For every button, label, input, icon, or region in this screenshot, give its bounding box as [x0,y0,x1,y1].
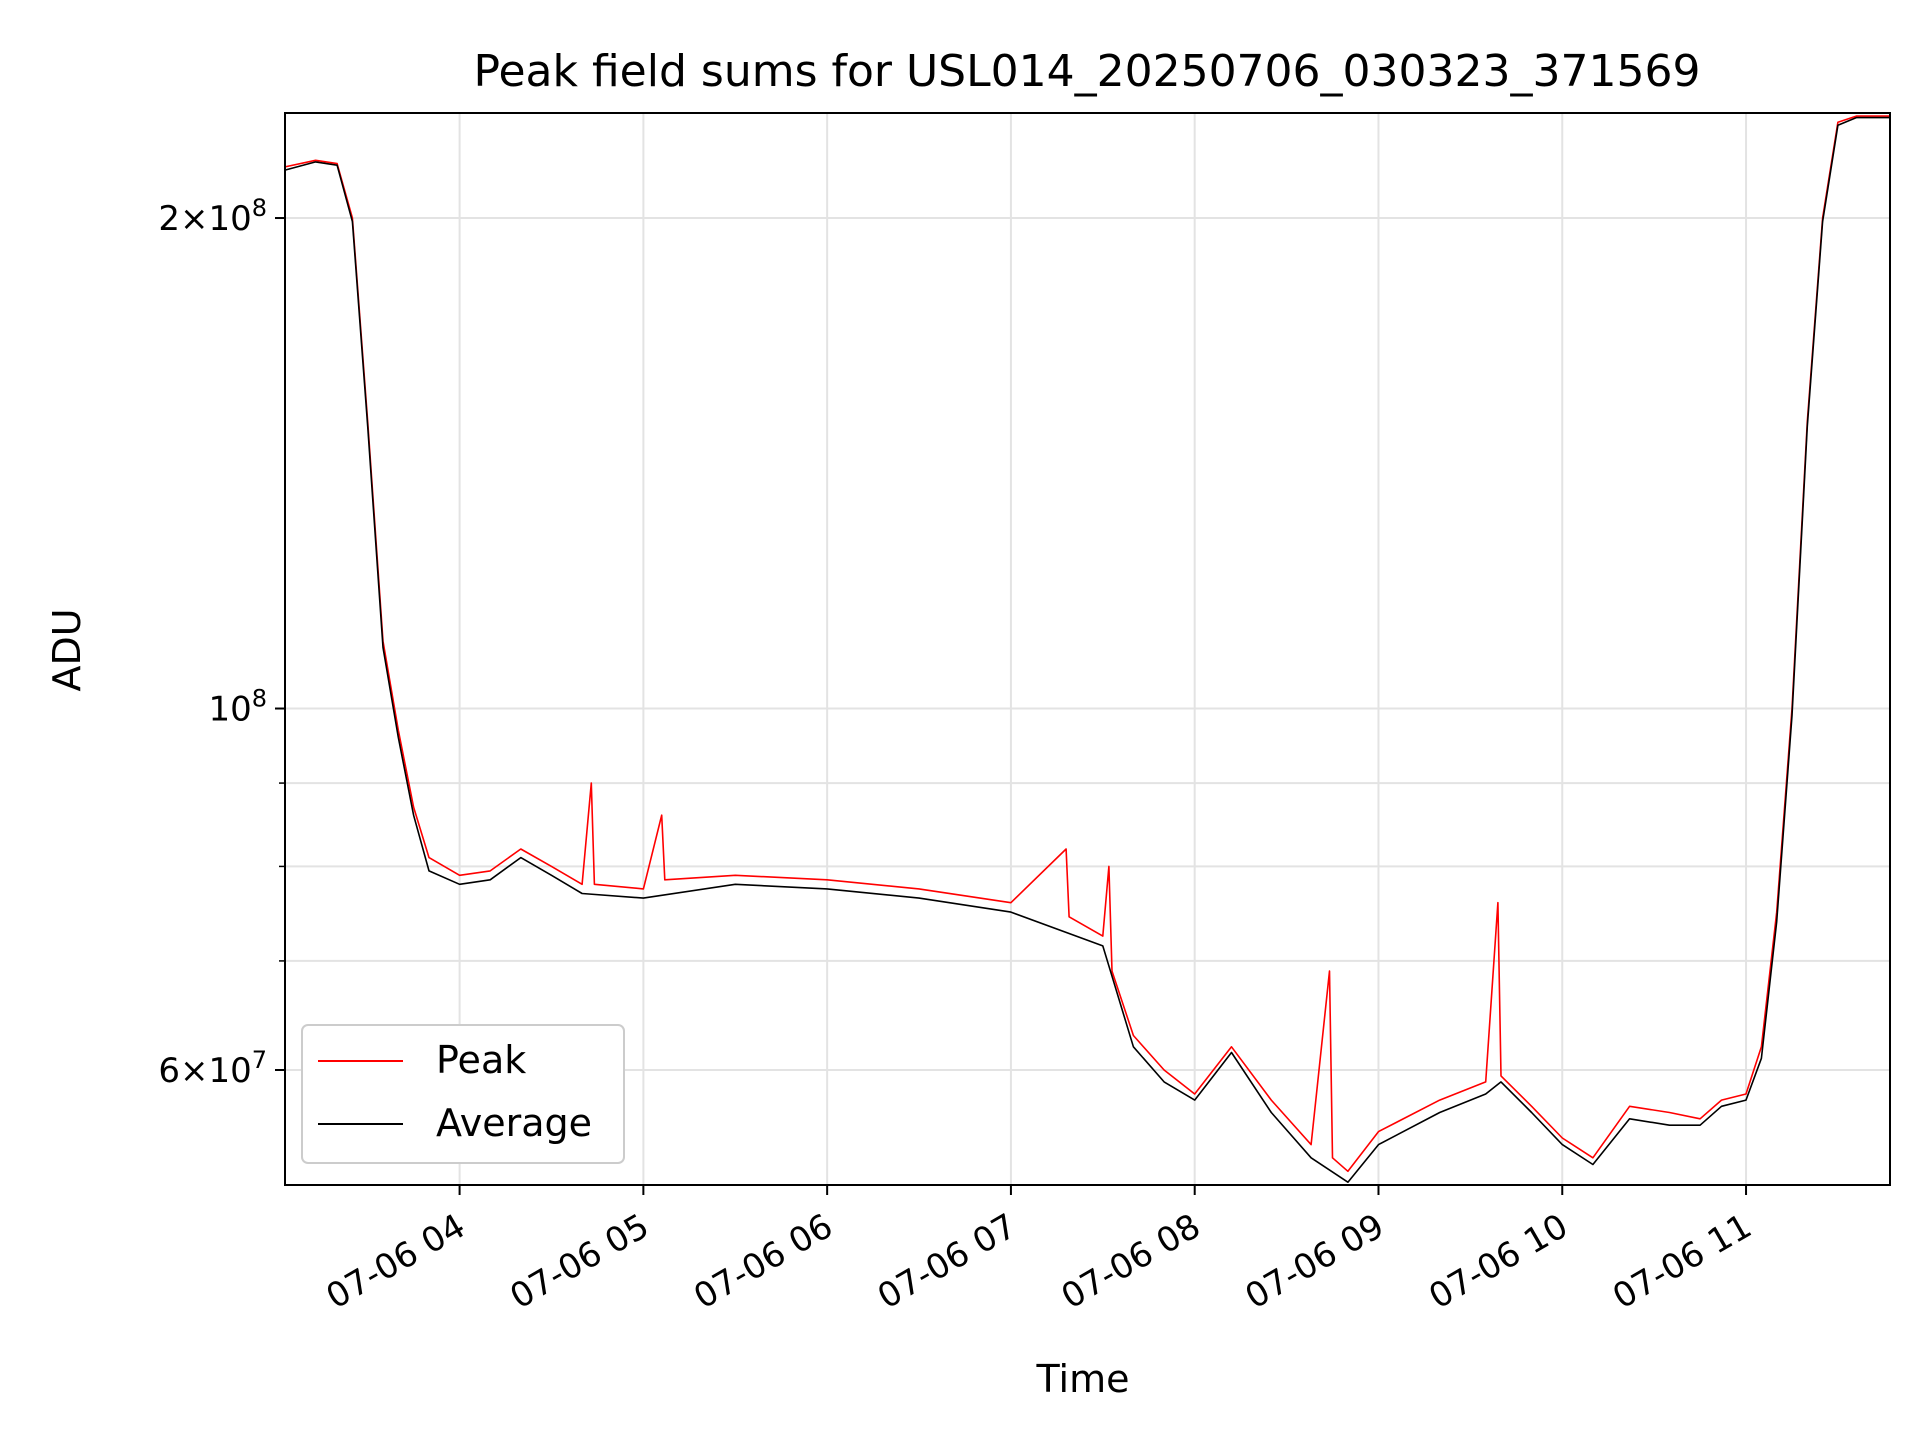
x-tick-label: 07-06 08 [1055,1206,1207,1317]
x-tick-label: 07-06 04 [320,1206,472,1317]
x-tick-label: 07-06 06 [687,1206,839,1317]
series-peak-line [284,115,1890,1173]
y-axis-label: ADU [45,608,89,691]
x-tick-label: 07-06 05 [503,1206,655,1317]
legend-box [301,1024,625,1164]
legend: Peak Average [301,1024,625,1164]
x-tick-label: 07-06 11 [1606,1206,1758,1317]
x-axis: 07-06 04 07-06 05 07-06 06 07-06 07 07-06 08… [320,1185,1759,1317]
chart-title: Peak field sums for USL014_20250706_0303… [474,46,1701,97]
series-layer [284,115,1890,1183]
x-axis-label: Time [1036,1357,1130,1401]
y-axis: 2×108 108 6×107 [158,194,285,1091]
x-tick-label: 07-06 07 [871,1206,1023,1317]
legend-average-label: Average [436,1101,592,1145]
y-tick-label: 6×107 [158,1046,267,1091]
legend-peak-label: Peak [436,1038,526,1082]
y-tick-label: 2×108 [158,194,267,239]
x-tick-label: 07-06 10 [1422,1206,1574,1317]
plot-frame [284,112,1891,1186]
y-tick-label: 108 [208,685,267,730]
x-tick-label: 07-06 09 [1239,1206,1391,1317]
series-average-line [284,116,1890,1183]
